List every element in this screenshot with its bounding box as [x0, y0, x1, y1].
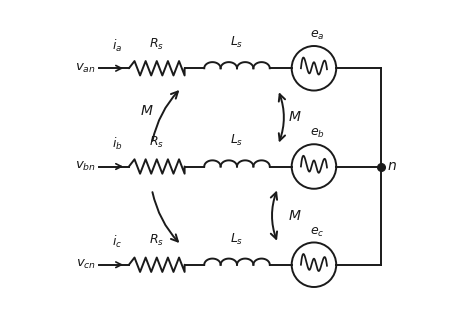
Text: $v_{cn}$: $v_{cn}$ — [76, 258, 96, 271]
Text: $e_b$: $e_b$ — [310, 127, 325, 140]
Text: $e_a$: $e_a$ — [310, 29, 325, 42]
Text: $R_s$: $R_s$ — [149, 135, 164, 150]
Text: $R_s$: $R_s$ — [149, 37, 164, 52]
Text: $L_s$: $L_s$ — [230, 232, 244, 247]
Text: $e_c$: $e_c$ — [310, 225, 324, 238]
Text: $L_s$: $L_s$ — [230, 134, 244, 149]
Text: $L_s$: $L_s$ — [230, 35, 244, 50]
Text: $M$: $M$ — [288, 110, 301, 125]
Text: $i_b$: $i_b$ — [112, 136, 123, 152]
Text: $R_s$: $R_s$ — [149, 233, 164, 248]
Text: $v_{bn}$: $v_{bn}$ — [75, 160, 96, 173]
Text: $v_{an}$: $v_{an}$ — [75, 62, 96, 75]
Text: $M$: $M$ — [140, 104, 154, 118]
Text: $n$: $n$ — [387, 160, 397, 173]
Text: $i_a$: $i_a$ — [112, 37, 123, 54]
Text: $M$: $M$ — [288, 208, 301, 223]
Text: $i_c$: $i_c$ — [112, 234, 123, 250]
